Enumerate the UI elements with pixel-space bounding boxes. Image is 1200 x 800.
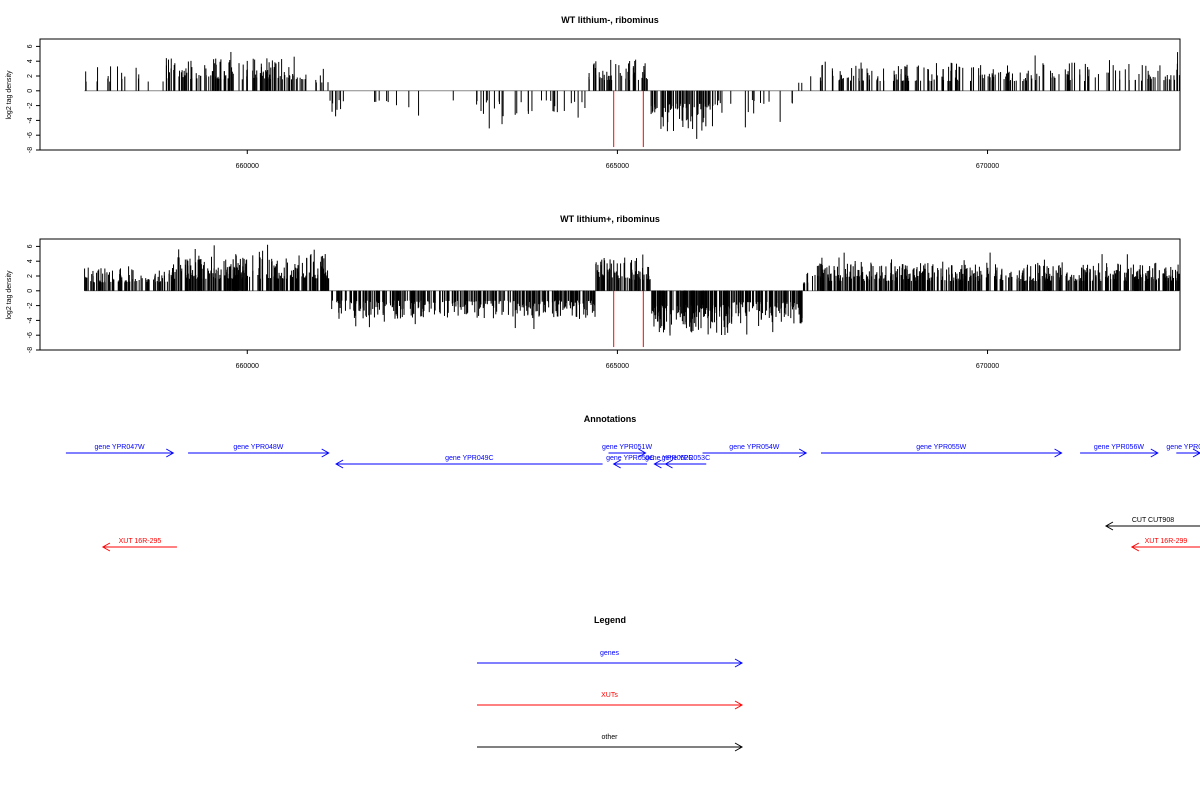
y-tick-label: 4 — [27, 259, 34, 263]
feature-label: XUT 16R-299 — [1145, 538, 1188, 545]
legend-item: genes — [477, 650, 744, 668]
x-axis: 660000 665000 670000 — [236, 350, 999, 370]
red-marker-lines — [613, 90, 644, 148]
feature-label: XUT 16R-295 — [119, 538, 162, 545]
track-panel-lithium-minus: WT lithium-, ribominus log2 tag density … — [6, 15, 1181, 170]
y-axis-label: log2 tag density — [6, 270, 13, 320]
y-tick-label: 0 — [27, 89, 34, 93]
density-bars — [84, 51, 1181, 139]
track-panel-lithium-plus: WT lithium+, ribominus log2 tag density … — [6, 214, 1181, 370]
legend-title: Legend — [594, 615, 626, 625]
annotation-feature: gene YPR051W — [602, 444, 652, 458]
annotation-feature: CUT CUT908 — [1104, 517, 1200, 531]
x-tick-label: 665000 — [606, 363, 629, 370]
annotation-features: gene YPR047W gene YPR048W gene YPR049C gene… — [65, 444, 1200, 552]
y-tick-label: 6 — [27, 244, 34, 248]
annotation-feature: gene YPR048W — [188, 444, 330, 458]
legend-item: XUTs — [477, 692, 744, 710]
legend-arrow-head — [734, 658, 744, 668]
annotation-feature: XUT 16R-295 — [101, 538, 177, 552]
feature-label: gene YPR053C — [662, 455, 711, 462]
y-tick-label: 4 — [27, 59, 34, 63]
feature-arrow-head — [798, 448, 808, 458]
feature-arrow-head — [101, 542, 111, 552]
y-tick-label: 0 — [27, 289, 34, 293]
feature-label: gene YPR049C — [445, 455, 494, 462]
plot-frame — [39, 238, 1181, 351]
y-tick-label: -2 — [27, 102, 34, 108]
density-bars — [84, 244, 1181, 336]
feature-arrow-head — [335, 459, 344, 469]
y-axis: 6 4 2 0 -2 -4 -6 -8 — [27, 244, 40, 353]
legend: Legend genes XUTs other — [477, 615, 744, 752]
y-axis-label: log2 tag density — [6, 70, 13, 120]
feature-label: gene YPR052C — [645, 455, 694, 462]
feature-label: CUT CUT908 — [1132, 517, 1174, 524]
y-tick-label: -4 — [27, 117, 34, 123]
feature-arrow-head — [1192, 448, 1200, 458]
feature-arrow-head — [1104, 521, 1114, 531]
feature-arrow-head — [321, 448, 330, 458]
feature-label: gene YPR056W — [1094, 444, 1144, 451]
x-tick-label: 665000 — [606, 163, 629, 170]
annotation-feature: gene YPR047W — [65, 444, 175, 458]
annotation-feature: gene YPR053C — [662, 455, 711, 469]
feature-arrow-head — [1054, 448, 1063, 458]
feature-arrow-head — [664, 459, 673, 469]
x-axis: 660000 665000 670000 — [236, 150, 999, 170]
y-tick-label: -6 — [27, 332, 34, 338]
legend-arrow-head — [734, 742, 744, 752]
feature-label: gene YPR048W — [233, 444, 283, 451]
y-tick-label: -2 — [27, 302, 34, 308]
y-tick-label: 2 — [27, 74, 34, 78]
y-tick-label: 2 — [27, 274, 34, 278]
feature-label: gene YPR050C — [606, 455, 655, 462]
annotation-feature: gene YPR055W — [820, 444, 1063, 458]
annotation-feature: gene YPR056W — [1080, 444, 1159, 458]
annotation-feature: gene YPR050C — [606, 455, 655, 469]
x-tick-label: 660000 — [236, 163, 259, 170]
legend-arrow-head — [734, 700, 744, 710]
x-tick-label: 660000 — [236, 363, 259, 370]
feature-arrow-head — [165, 448, 175, 458]
legend-label: other — [602, 734, 619, 741]
feature-label: gene YPR055W — [916, 444, 966, 451]
y-tick-label: -6 — [27, 132, 34, 138]
feature-label: gene YPR047W — [95, 444, 145, 451]
annotation-feature: gene YPR054W — [702, 444, 808, 458]
red-marker-lines — [613, 290, 644, 348]
x-tick-label: 670000 — [976, 363, 999, 370]
plot-frame — [39, 38, 1181, 151]
annotations-title: Annotations — [584, 414, 637, 424]
y-axis: 6 4 2 0 -2 -4 -6 -8 — [27, 44, 40, 153]
annotation-feature: gene YPR057 — [1166, 444, 1200, 458]
legend-items: genes XUTs other — [477, 650, 744, 752]
panel-title: WT lithium+, ribominus — [560, 214, 660, 224]
y-tick-label: -4 — [27, 317, 34, 323]
feature-arrow-head — [1150, 448, 1159, 458]
annotation-track: Annotations gene YPR047W gene YPR048Wgene… — [65, 414, 1200, 552]
feature-arrow-head — [653, 459, 662, 469]
feature-label: gene YPR054W — [729, 444, 779, 451]
legend-item: other — [477, 734, 744, 752]
y-tick-label: -8 — [27, 347, 34, 353]
annotation-feature: gene YPR049C — [335, 455, 603, 469]
annotation-feature: XUT 16R-299 — [1130, 538, 1200, 552]
feature-arrow-head — [612, 459, 621, 469]
feature-label: gene YPR057 — [1166, 444, 1200, 451]
x-tick-label: 670000 — [976, 163, 999, 170]
legend-label: XUTs — [601, 692, 618, 699]
y-tick-label: -8 — [27, 147, 34, 153]
feature-arrow-head — [638, 448, 647, 458]
feature-arrow-head — [1130, 542, 1140, 552]
feature-label: gene YPR051W — [602, 444, 652, 451]
y-tick-label: 6 — [27, 44, 34, 48]
panel-title: WT lithium-, ribominus — [561, 15, 659, 25]
legend-label: genes — [600, 650, 620, 657]
